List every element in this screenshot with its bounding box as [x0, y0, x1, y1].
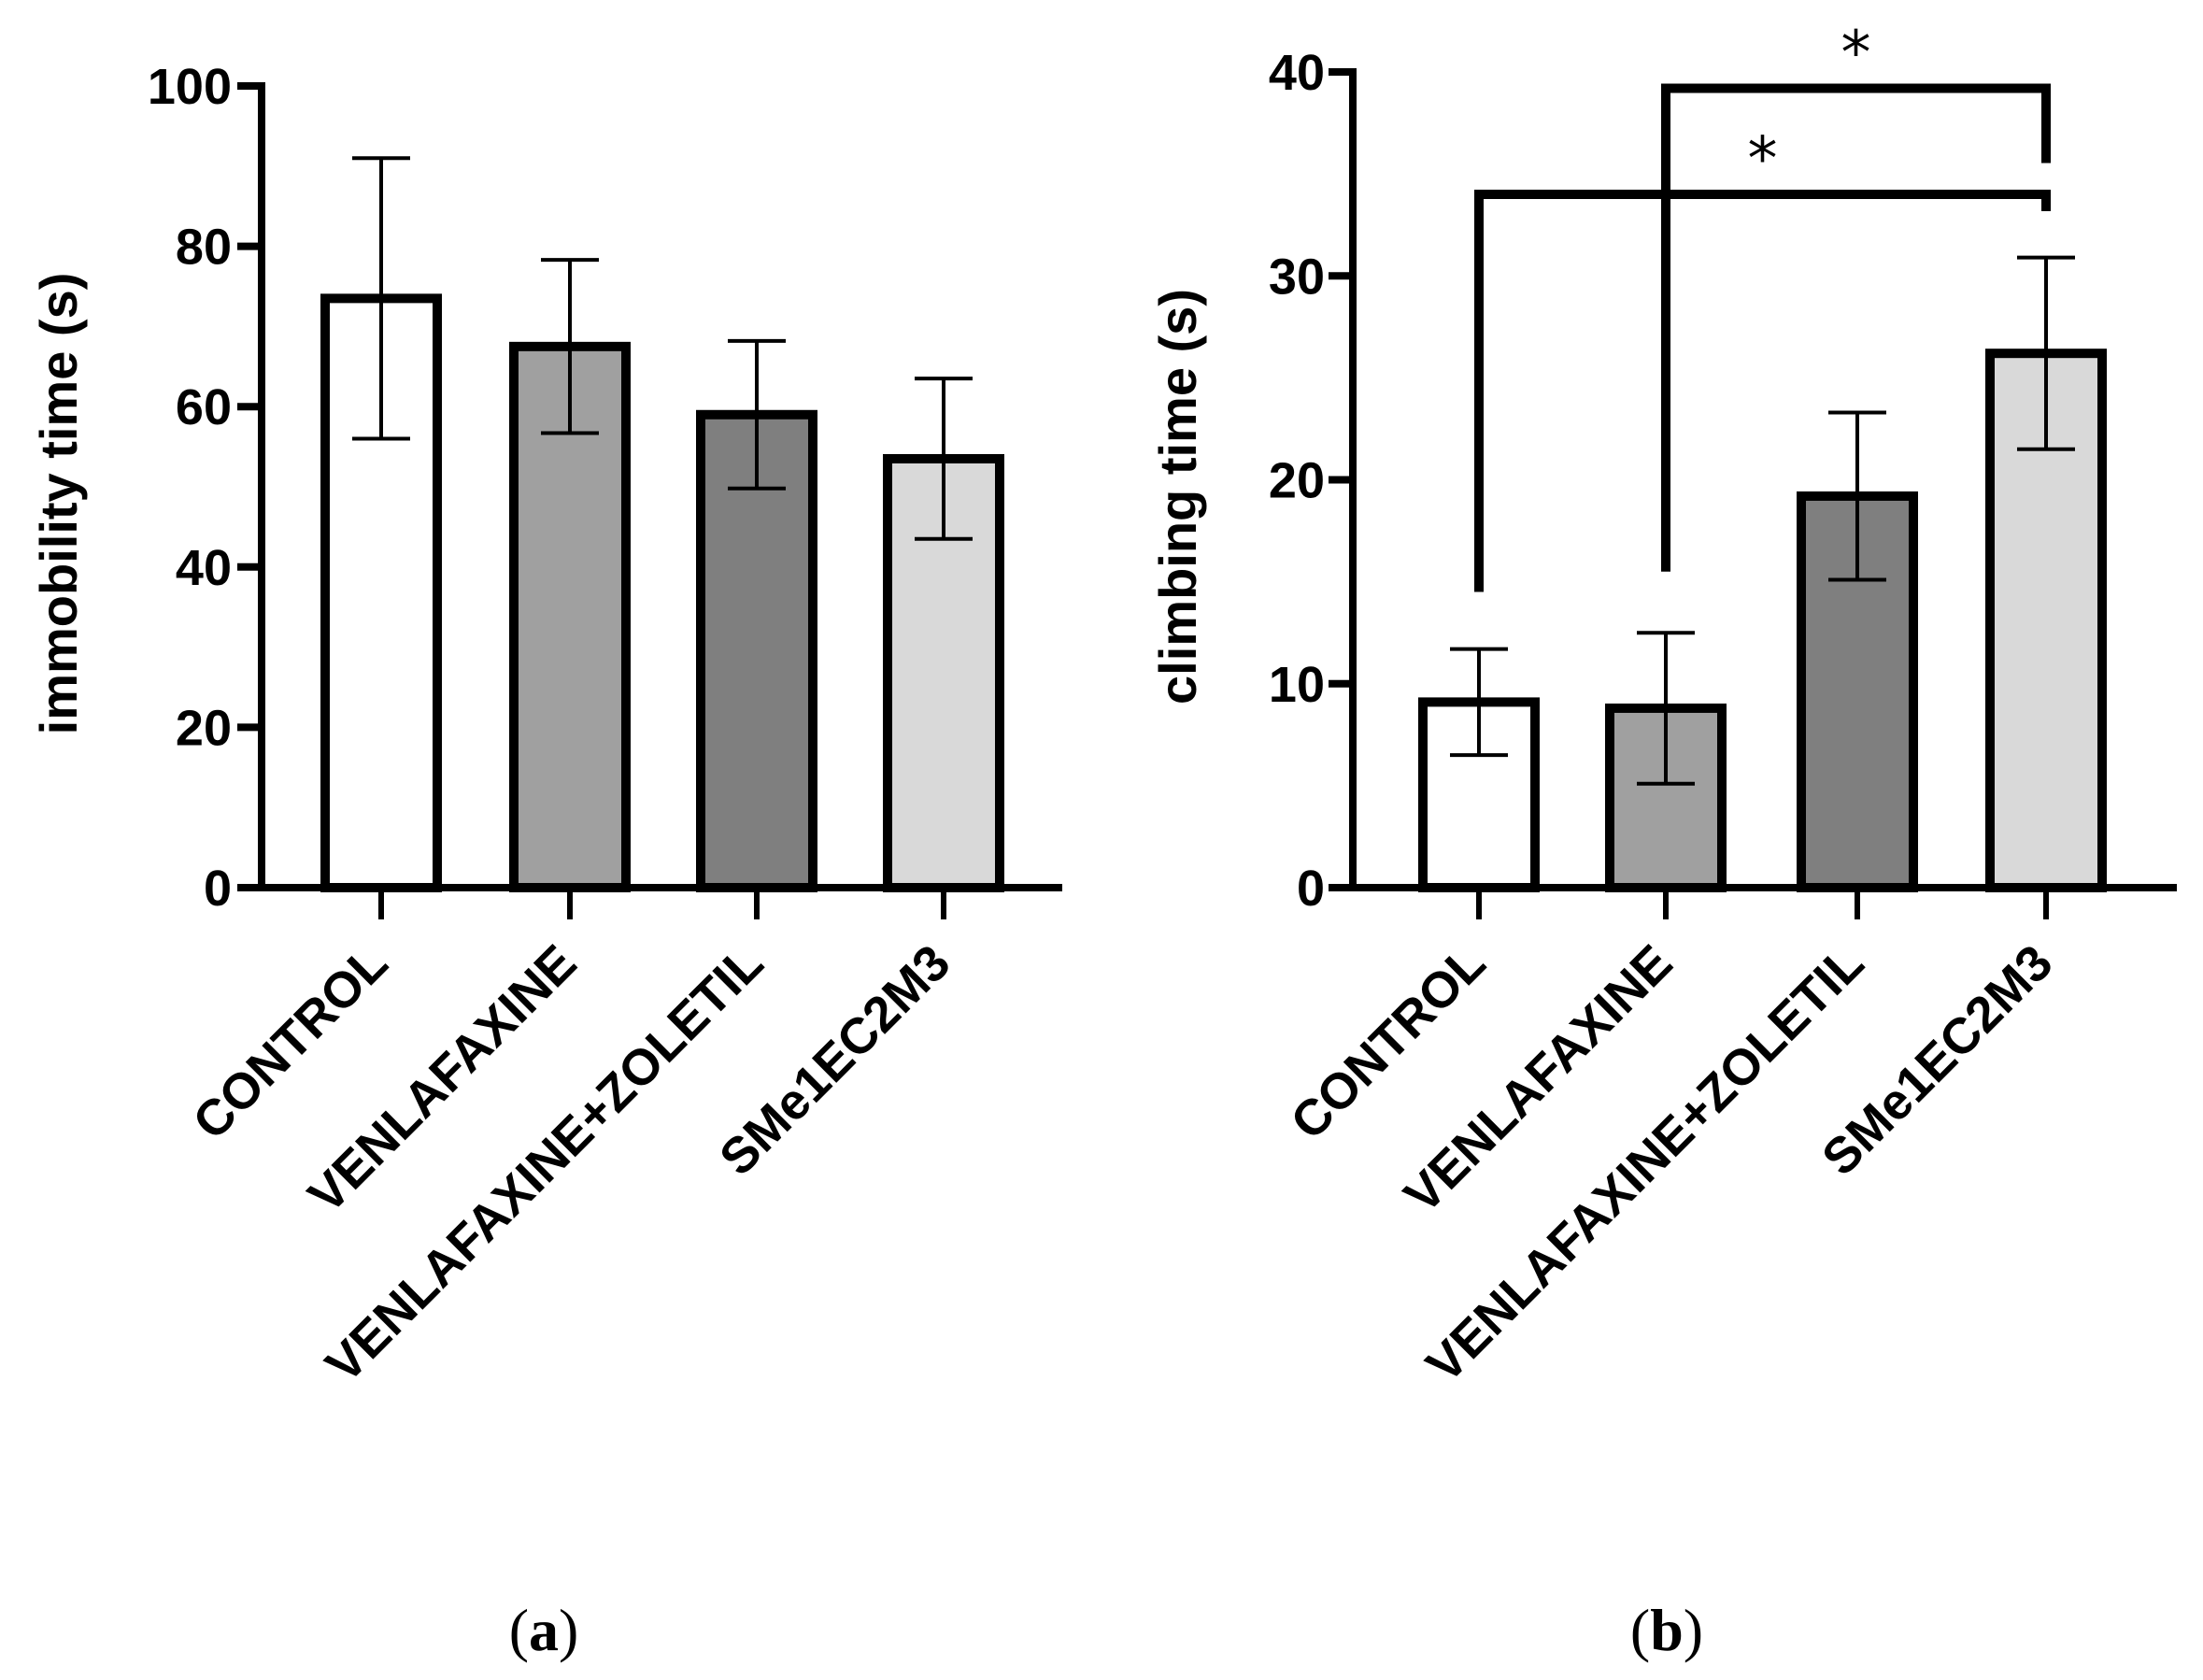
- b-significance-star-1: *: [1748, 125, 1778, 194]
- b-ytick-label-4: 40: [1269, 45, 1325, 101]
- a-ytick-label-0: 0: [204, 861, 232, 917]
- b-y-axis-title: climbing time (s): [1148, 289, 1207, 705]
- a-ytick-label-1: 20: [176, 700, 232, 756]
- panel-label-b: (b): [1630, 1597, 1703, 1663]
- a-y-axis-title: immobility time (s): [29, 273, 88, 735]
- a-ytick-label-2: 40: [176, 540, 232, 596]
- b-significance-star-0: *: [1841, 19, 1871, 88]
- a-ytick-label-5: 100: [148, 59, 232, 115]
- b-ytick-label-3: 30: [1269, 249, 1325, 305]
- panel-label-a: (a): [509, 1597, 579, 1663]
- b-significance-bracket-0: [1661, 83, 2051, 572]
- b-ytick-label-0: 0: [1297, 861, 1325, 917]
- a-ytick-label-4: 80: [176, 220, 232, 276]
- b-significance-bracket-1: [1474, 189, 2051, 592]
- b-ytick-label-2: 20: [1269, 453, 1325, 509]
- b-ytick-label-1: 10: [1269, 657, 1325, 713]
- a-ytick-label-3: 60: [176, 379, 232, 435]
